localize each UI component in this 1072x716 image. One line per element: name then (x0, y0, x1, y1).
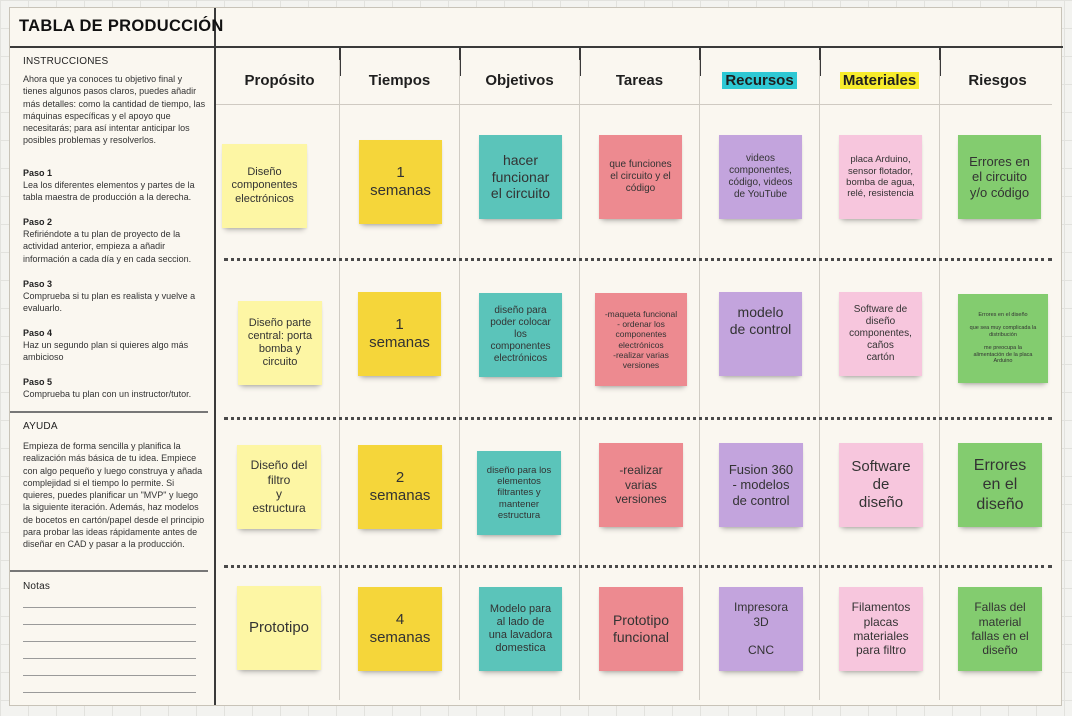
sticky-note-tiempos[interactable]: 1 semanas (359, 140, 442, 224)
column-divider (819, 60, 820, 700)
row-separator (224, 258, 1052, 261)
column-header-objetivos: Objetivos (485, 71, 554, 89)
header-tick (819, 46, 821, 76)
header-tick (699, 46, 701, 76)
instructions-text: Ahora que ya conoces tu objetivo final y… (23, 74, 206, 146)
notes-line[interactable] (23, 607, 196, 608)
column-divider (459, 60, 460, 700)
title-divider (10, 46, 1063, 48)
row-separator (224, 417, 1052, 420)
sticky-note-riesgos[interactable]: Errores en el circuito y/o código (958, 135, 1041, 219)
column-divider (339, 60, 340, 700)
sticky-note-recursos[interactable]: modelo de control (719, 292, 802, 376)
column-divider (699, 60, 700, 700)
help-text: Empieza de forma sencilla y planifica la… (23, 441, 205, 550)
step-2-title: Paso 2 (23, 217, 53, 227)
step-2-text: Refiriéndote a tu plan de proyecto de la… (23, 229, 192, 264)
header-tick (579, 46, 581, 76)
sticky-note-tiempos[interactable]: 4 semanas (358, 587, 442, 671)
sticky-note-recursos[interactable]: Fusion 360 - modelos de control (719, 443, 803, 527)
header-tick (339, 46, 341, 76)
step-5-text: Comprueba tu plan con un instructor/tuto… (23, 389, 192, 399)
sticky-note-materiales[interactable]: Filamentos placas materiales para filtro (839, 587, 923, 671)
sticky-note-tiempos[interactable]: 1 semanas (358, 292, 441, 376)
sticky-note-objetivos[interactable]: hacer funcionar el circuito (479, 135, 562, 219)
row-separator (224, 565, 1052, 568)
notes-line[interactable] (23, 658, 196, 659)
sticky-note-materiales[interactable]: Software de diseño (839, 443, 923, 527)
header-tick (939, 46, 941, 76)
sticky-note-tareas[interactable]: que funciones el circuito y el código (599, 135, 682, 219)
divider (10, 570, 208, 572)
column-header-riesgos: Riesgos (968, 71, 1027, 89)
column-divider (579, 60, 580, 700)
step-4-title: Paso 4 (23, 328, 53, 338)
production-board: TABLA DE PRODUCCIÓN INSTRUCCIONES Ahora … (9, 7, 1063, 706)
notes-line[interactable] (23, 624, 196, 625)
step-1-title: Paso 1 (23, 168, 53, 178)
sticky-note-riesgos[interactable]: Errores en el diseño que sea muy complic… (958, 294, 1048, 383)
sticky-note-tareas[interactable]: Prototipo funcional (599, 587, 683, 671)
help-label: AYUDA (23, 421, 58, 432)
notes-line[interactable] (23, 641, 196, 642)
column-header-recursos: Recursos (700, 66, 819, 94)
sticky-note-tareas[interactable]: -maqueta funcional - ordenar los compone… (595, 293, 687, 386)
sticky-note-riesgos[interactable]: Errores en el diseño (958, 443, 1042, 527)
instructions-label: INSTRUCCIONES (23, 56, 109, 67)
sticky-note-recursos[interactable]: videos componentes, código, videos de Yo… (719, 135, 802, 219)
notes-line[interactable] (23, 692, 196, 693)
sticky-note-tareas[interactable]: -realizar varias versiones (599, 443, 683, 527)
step-3-title: Paso 3 (23, 279, 53, 289)
header-tick (459, 46, 461, 76)
sticky-note-recursos[interactable]: Impresora 3D CNC (719, 587, 803, 671)
sticky-note-proposito[interactable]: Diseño parte central: porta bomba y circ… (238, 301, 322, 385)
sticky-note-objetivos[interactable]: Modelo para al lado de una lavadora dome… (479, 587, 562, 671)
step-5-title: Paso 5 (23, 377, 53, 387)
step-3-text: Comprueba si tu plan es realista y vuelv… (23, 291, 196, 314)
sticky-note-tiempos[interactable]: 2 semanas (358, 445, 442, 529)
sticky-note-riesgos[interactable]: Fallas del material fallas en el diseño (958, 587, 1042, 671)
divider (10, 411, 208, 413)
column-header-proposito: Propósito (244, 71, 315, 89)
header-divider (216, 104, 1052, 105)
sticky-note-proposito[interactable]: Diseño del filtro y estructura (237, 445, 321, 529)
column-header-tiempos: Tiempos (368, 71, 431, 89)
instructions-panel: TABLA DE PRODUCCIÓN INSTRUCCIONES Ahora … (10, 8, 223, 705)
step-4-text: Haz un segundo plan si quieres algo más … (23, 340, 189, 363)
sticky-note-proposito[interactable]: Prototipo (237, 586, 321, 670)
sticky-note-materiales[interactable]: placa Arduino, sensor flotador, bomba de… (839, 135, 922, 219)
sticky-note-proposito[interactable]: Diseño componentes electrónicos (222, 144, 307, 228)
page-title: TABLA DE PRODUCCIÓN (19, 17, 224, 35)
step-1-text: Lea los diferentes elementos y partes de… (23, 180, 195, 203)
sticky-note-objetivos[interactable]: diseño para los elementos filtrantes y m… (477, 451, 561, 535)
column-header-materiales: Materiales (820, 66, 939, 94)
notes-line[interactable] (23, 675, 196, 676)
notes-label: Notas (23, 581, 51, 592)
sticky-note-materiales[interactable]: Software de diseño componentes, caños ca… (839, 292, 922, 376)
column-divider (939, 60, 940, 700)
sticky-note-objetivos[interactable]: diseño para poder colocar los componente… (479, 293, 562, 377)
column-header-tareas: Tareas (615, 71, 664, 89)
